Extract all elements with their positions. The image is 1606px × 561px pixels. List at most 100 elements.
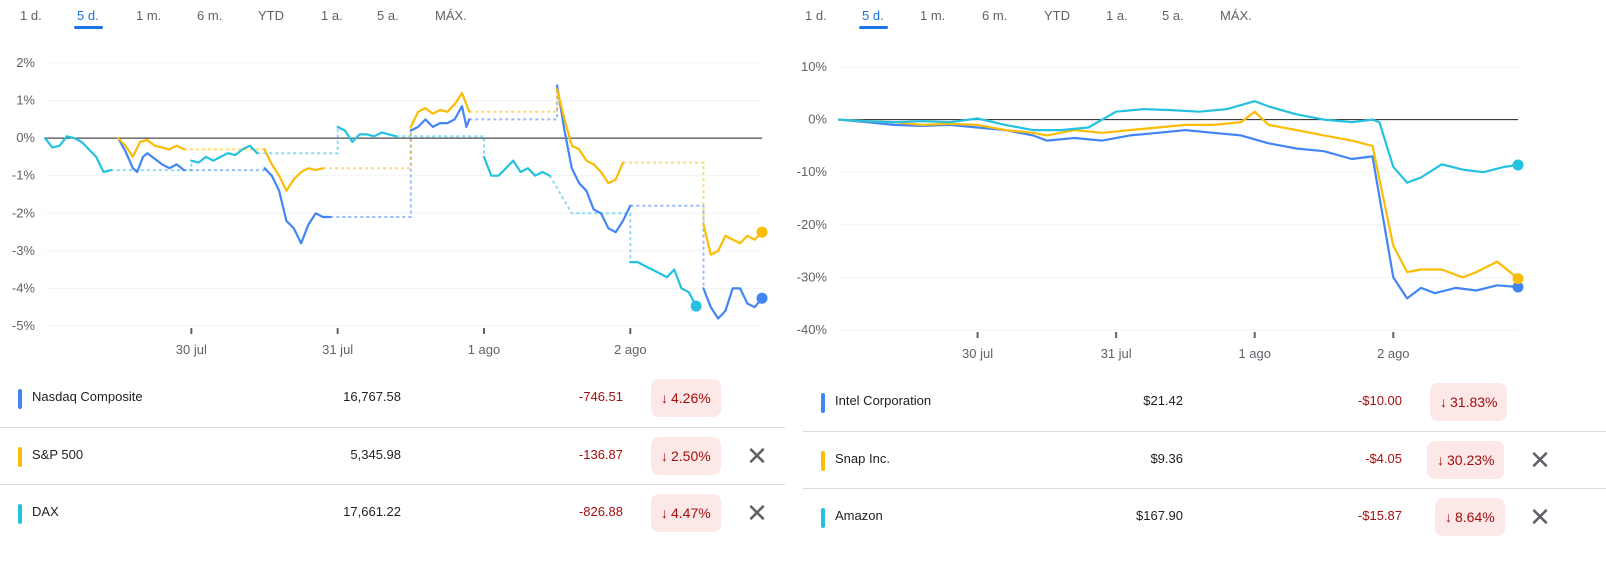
pct-change-badge: ↓ 30.23%	[1427, 441, 1505, 479]
tab-1m[interactable]: 1 m.	[920, 8, 946, 23]
series-line	[837, 118, 1520, 300]
y-tick-label: -2%	[12, 205, 36, 220]
table-row[interactable]: Amazon $167.90 -$15.87 ↓ 8.64% ✕	[803, 488, 1606, 544]
tab-ytd[interactable]: YTD	[258, 8, 284, 23]
series-gap-line	[396, 135, 485, 157]
x-tick-label: 1 ago	[1238, 346, 1271, 361]
series-gap-line	[469, 89, 559, 113]
series-gap-line	[323, 126, 412, 170]
series-change: -746.51	[578, 389, 623, 404]
series-line	[409, 105, 471, 132]
series-price: 16,767.58	[343, 389, 401, 404]
series-line	[43, 135, 112, 174]
y-tick-label: -1%	[12, 168, 36, 183]
x-tick-label: 30 jul	[962, 346, 993, 361]
right-panel: 1 d. 5 d. 1 m. 6 m. YTD 1 a. 5 a. MÁX. 1…	[797, 0, 1606, 561]
y-tick-label: 1%	[16, 93, 35, 108]
series-change: -136.87	[578, 447, 623, 462]
series-change: -826.88	[578, 504, 623, 519]
pct-change-badge: ↓ 31.83%	[1430, 383, 1508, 421]
active-tab-indicator	[74, 26, 103, 29]
x-tick-label: 30 jul	[176, 342, 207, 357]
arrow-down-icon: ↓	[1445, 509, 1452, 525]
series-line	[263, 148, 325, 192]
x-tick-label: 1 ago	[468, 342, 501, 357]
series-line	[263, 167, 332, 245]
tab-5y[interactable]: 5 a.	[377, 8, 399, 23]
x-tick-label: 31 jul	[322, 342, 353, 357]
tab-5d[interactable]: 5 d.	[77, 8, 99, 23]
arrow-down-icon: ↓	[661, 505, 668, 521]
series-line	[190, 144, 259, 164]
x-tick-label: 2 ago	[614, 342, 647, 357]
series-line	[336, 125, 398, 144]
y-tick-label: -30%	[797, 269, 828, 284]
series-end-dot	[1512, 273, 1524, 285]
tab-1d[interactable]: 1 d.	[805, 8, 827, 23]
series-name: Nasdaq Composite	[32, 389, 143, 404]
series-price: 17,661.22	[343, 504, 401, 519]
pct-change: 2.50%	[671, 448, 711, 464]
table-row[interactable]: Intel Corporation $21.42 -$10.00 ↓ 31.83%	[803, 374, 1606, 430]
pct-change: 30.23%	[1447, 452, 1495, 468]
close-icon[interactable]: ✕	[746, 498, 768, 528]
tab-max[interactable]: MÁX.	[435, 8, 467, 23]
tab-5y[interactable]: 5 a.	[1162, 8, 1184, 23]
series-swatch	[821, 393, 825, 413]
pct-change-badge: ↓ 4.26%	[651, 379, 721, 417]
close-icon[interactable]: ✕	[1529, 445, 1551, 475]
series-swatch	[18, 389, 22, 409]
table-row[interactable]: Nasdaq Composite 16,767.58 -746.51 ↓ 4.26…	[0, 370, 785, 426]
series-gap-line	[630, 204, 705, 289]
series-change: -$15.87	[1357, 508, 1402, 523]
tab-6m[interactable]: 6 m.	[982, 8, 1008, 23]
y-tick-label: 0%	[808, 112, 827, 127]
left-panel: 1 d. 5 d. 1 m. 6 m. YTD 1 a. 5 a. MÁX. 2…	[0, 0, 785, 561]
tab-ytd[interactable]: YTD	[1044, 8, 1070, 23]
y-tick-label: -20%	[797, 217, 828, 232]
close-icon[interactable]: ✕	[1529, 502, 1551, 532]
close-icon[interactable]: ✕	[746, 441, 768, 471]
series-gap-line	[623, 161, 705, 225]
series-end-dot	[756, 292, 768, 304]
range-tabs: 1 d. 5 d. 1 m. 6 m. YTD 1 a. 5 a. MÁX.	[803, 0, 1606, 36]
series-gap-line	[330, 130, 412, 218]
comparison-chart: 10% 0% -10% -20% -30% -40% 30 jul 31 jul 1 ago 2 …	[797, 59, 1524, 361]
series-price: 5,345.98	[350, 447, 401, 462]
tab-5d[interactable]: 5 d.	[862, 8, 884, 23]
table-row[interactable]: DAX 17,661.22 -826.88 ↓ 4.47% ✕	[0, 484, 785, 540]
comparison-chart: 2% 1% 0% -1% -2% -3% -4% -5% 30 jul 31 jul 1 ago 2 …	[12, 55, 768, 357]
series-price: $9.36	[1150, 451, 1183, 466]
tab-1y[interactable]: 1 a.	[321, 8, 343, 23]
series-line	[702, 223, 764, 256]
tab-1m[interactable]: 1 m.	[136, 8, 162, 23]
y-tick-label: 2%	[16, 55, 35, 70]
y-tick-label: -40%	[797, 322, 828, 337]
y-tick-label: -10%	[797, 164, 828, 179]
series-line	[482, 155, 551, 177]
series-name: DAX	[32, 504, 59, 519]
series-line	[555, 84, 632, 234]
y-tick-label: -4%	[12, 280, 36, 295]
range-tabs: 1 d. 5 d. 1 m. 6 m. YTD 1 a. 5 a. MÁX.	[0, 0, 785, 36]
tab-6m[interactable]: 6 m.	[197, 8, 223, 23]
pct-change-badge: ↓ 8.64%	[1435, 498, 1505, 536]
pct-change: 4.47%	[671, 505, 711, 521]
series-line	[409, 91, 471, 129]
series-swatch	[18, 447, 22, 467]
active-tab-indicator	[859, 26, 888, 29]
series-gap-line	[548, 175, 632, 263]
series-swatch	[821, 508, 825, 528]
arrow-down-icon: ↓	[661, 448, 668, 464]
series-end-dot	[690, 300, 702, 312]
tab-1y[interactable]: 1 a.	[1106, 8, 1128, 23]
x-tick-label: 2 ago	[1377, 346, 1410, 361]
table-row[interactable]: S&P 500 5,345.98 -136.87 ↓ 2.50% ✕	[0, 427, 785, 483]
tab-max[interactable]: MÁX.	[1220, 8, 1252, 23]
series-change: -$4.05	[1365, 451, 1402, 466]
table-row[interactable]: Snap Inc. $9.36 -$4.05 ↓ 30.23% ✕	[803, 431, 1606, 487]
series-line	[702, 287, 764, 320]
tab-1d[interactable]: 1 d.	[20, 8, 42, 23]
series-end-dot	[1512, 281, 1524, 293]
pct-change-badge: ↓ 2.50%	[651, 437, 721, 475]
